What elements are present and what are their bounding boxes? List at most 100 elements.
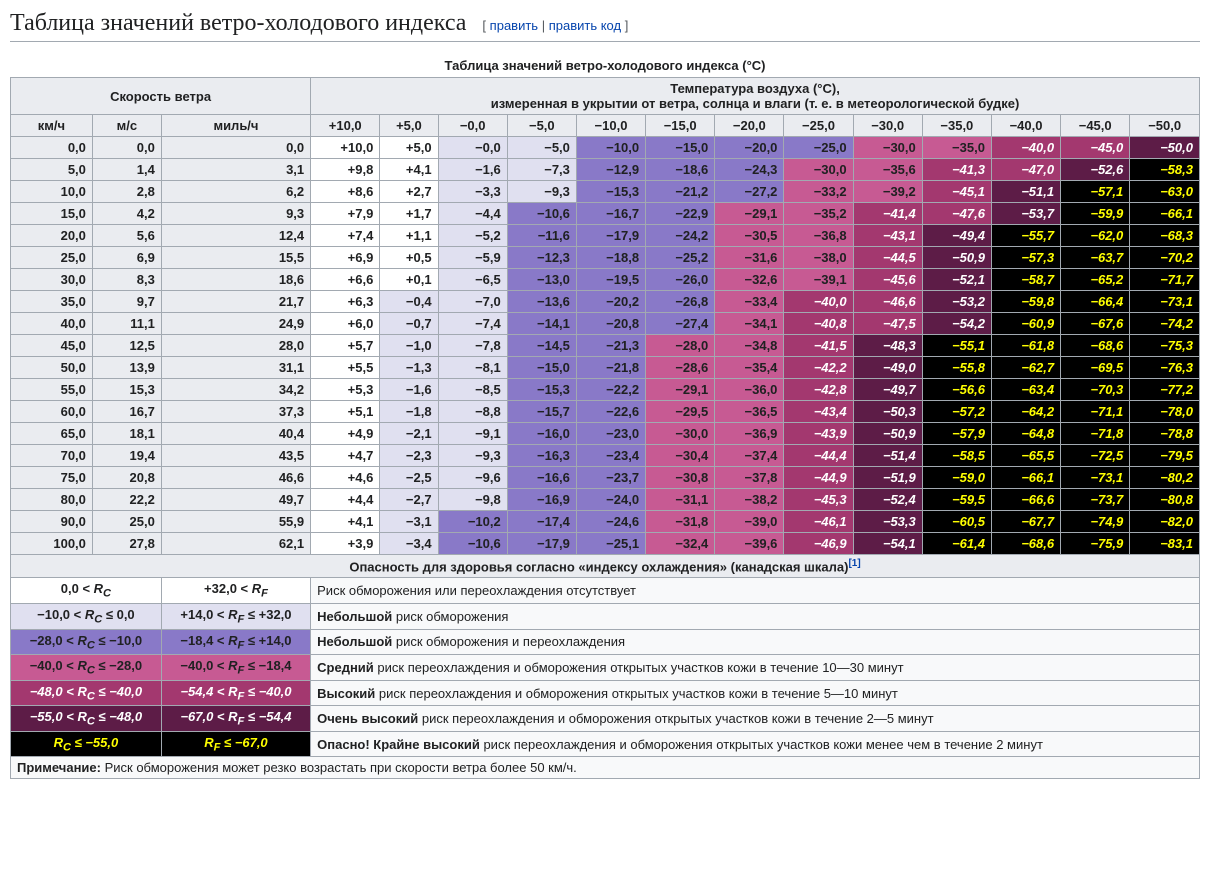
value-cell: −17,4	[507, 511, 576, 533]
wind-cell: 2,8	[92, 181, 161, 203]
legend-rc: −48,0 < RC ≤ −40,0	[11, 680, 162, 706]
value-cell: −51,9	[853, 467, 922, 489]
wind-cell: 75,0	[11, 467, 93, 489]
value-cell: −67,6	[1061, 313, 1130, 335]
value-cell: −29,1	[715, 203, 784, 225]
value-cell: −23,4	[576, 445, 645, 467]
value-cell: −58,7	[991, 269, 1060, 291]
temp-col-6: −20,0	[715, 115, 784, 137]
value-cell: −59,8	[991, 291, 1060, 313]
value-cell: −38,2	[715, 489, 784, 511]
value-cell: −66,6	[991, 489, 1060, 511]
value-cell: −52,4	[853, 489, 922, 511]
value-cell: −25,2	[646, 247, 715, 269]
value-cell: −16,9	[507, 489, 576, 511]
legend-rc: −28,0 < RC ≤ −10,0	[11, 629, 162, 655]
value-cell: −28,0	[646, 335, 715, 357]
value-cell: −0,0	[438, 137, 507, 159]
value-cell: +5,7	[311, 335, 380, 357]
wind-cell: 5,6	[92, 225, 161, 247]
wind-cell: 60,0	[11, 401, 93, 423]
value-cell: −3,3	[438, 181, 507, 203]
value-cell: −55,7	[991, 225, 1060, 247]
value-cell: −7,4	[438, 313, 507, 335]
legend-rc: −10,0 < RC ≤ 0,0	[11, 603, 162, 629]
value-cell: +8,6	[311, 181, 380, 203]
value-cell: −22,2	[576, 379, 645, 401]
value-cell: −13,6	[507, 291, 576, 313]
temp-col-4: −10,0	[576, 115, 645, 137]
temp-col-8: −30,0	[853, 115, 922, 137]
wind-cell: 31,1	[161, 357, 310, 379]
legend-rc: 0,0 < RC	[11, 578, 162, 604]
value-cell: −10,6	[507, 203, 576, 225]
value-cell: −8,5	[438, 379, 507, 401]
legend-rc: −40,0 < RC ≤ −28,0	[11, 655, 162, 681]
value-cell: −33,2	[784, 181, 853, 203]
value-cell: −66,1	[991, 467, 1060, 489]
wind-cell: 40,0	[11, 313, 93, 335]
wind-cell: 8,3	[92, 269, 161, 291]
value-cell: +2,7	[380, 181, 438, 203]
value-cell: −64,8	[991, 423, 1060, 445]
value-cell: +4,1	[311, 511, 380, 533]
value-cell: −61,8	[991, 335, 1060, 357]
value-cell: −24,2	[646, 225, 715, 247]
wind-cell: 50,0	[11, 357, 93, 379]
table-head: Скорость ветраТемпература воздуха (°C),и…	[11, 78, 1200, 137]
value-cell: −74,2	[1130, 313, 1200, 335]
legend-rc: −55,0 < RC ≤ −48,0	[11, 706, 162, 732]
value-cell: −42,2	[784, 357, 853, 379]
table-body: 0,00,00,0+10,0+5,0−0,0−5,0−10,0−15,0−20,…	[11, 137, 1200, 779]
legend-rf: −18,4 < RF ≤ +14,0	[161, 629, 310, 655]
value-cell: −4,4	[438, 203, 507, 225]
value-cell: +5,0	[380, 137, 438, 159]
wind-cell: 13,9	[92, 357, 161, 379]
wind-cell: 0,0	[161, 137, 310, 159]
value-cell: −24,0	[576, 489, 645, 511]
value-cell: −14,1	[507, 313, 576, 335]
wind-cell: 10,0	[11, 181, 93, 203]
value-cell: −27,2	[715, 181, 784, 203]
value-cell: −44,4	[784, 445, 853, 467]
wind-cell: 46,6	[161, 467, 310, 489]
value-cell: −65,2	[1061, 269, 1130, 291]
value-cell: −50,9	[853, 423, 922, 445]
value-cell: −19,5	[576, 269, 645, 291]
value-cell: −1,6	[380, 379, 438, 401]
wind-cell: 27,8	[92, 533, 161, 555]
value-cell: −22,6	[576, 401, 645, 423]
value-cell: +6,0	[311, 313, 380, 335]
wind-header: Скорость ветра	[11, 78, 311, 115]
value-cell: −58,5	[922, 445, 991, 467]
value-cell: −71,1	[1061, 401, 1130, 423]
edit-link[interactable]: править	[490, 18, 538, 33]
temp-col-7: −25,0	[784, 115, 853, 137]
value-cell: −50,9	[922, 247, 991, 269]
value-cell: −55,1	[922, 335, 991, 357]
value-cell: −76,3	[1130, 357, 1200, 379]
value-cell: −28,6	[646, 357, 715, 379]
value-cell: −15,7	[507, 401, 576, 423]
value-cell: −37,8	[715, 467, 784, 489]
legend-rf: +14,0 < RF ≤ +32,0	[161, 603, 310, 629]
value-cell: −30,0	[784, 159, 853, 181]
value-cell: −68,6	[1061, 335, 1130, 357]
value-cell: −46,9	[784, 533, 853, 555]
temp-col-12: −50,0	[1130, 115, 1200, 137]
edit-code-link[interactable]: править код	[549, 18, 621, 33]
value-cell: −70,3	[1061, 379, 1130, 401]
temp-col-0: +10,0	[311, 115, 380, 137]
wind-cell: 22,2	[92, 489, 161, 511]
value-cell: −37,4	[715, 445, 784, 467]
value-cell: −59,0	[922, 467, 991, 489]
legend-desc: Высокий риск переохлаждения и обморожени…	[311, 680, 1200, 706]
wind-cell: 49,7	[161, 489, 310, 511]
value-cell: −71,8	[1061, 423, 1130, 445]
value-cell: −0,7	[380, 313, 438, 335]
value-cell: −50,0	[1130, 137, 1200, 159]
temp-col-9: −35,0	[922, 115, 991, 137]
value-cell: −73,1	[1130, 291, 1200, 313]
value-cell: −41,4	[853, 203, 922, 225]
value-cell: −33,4	[715, 291, 784, 313]
